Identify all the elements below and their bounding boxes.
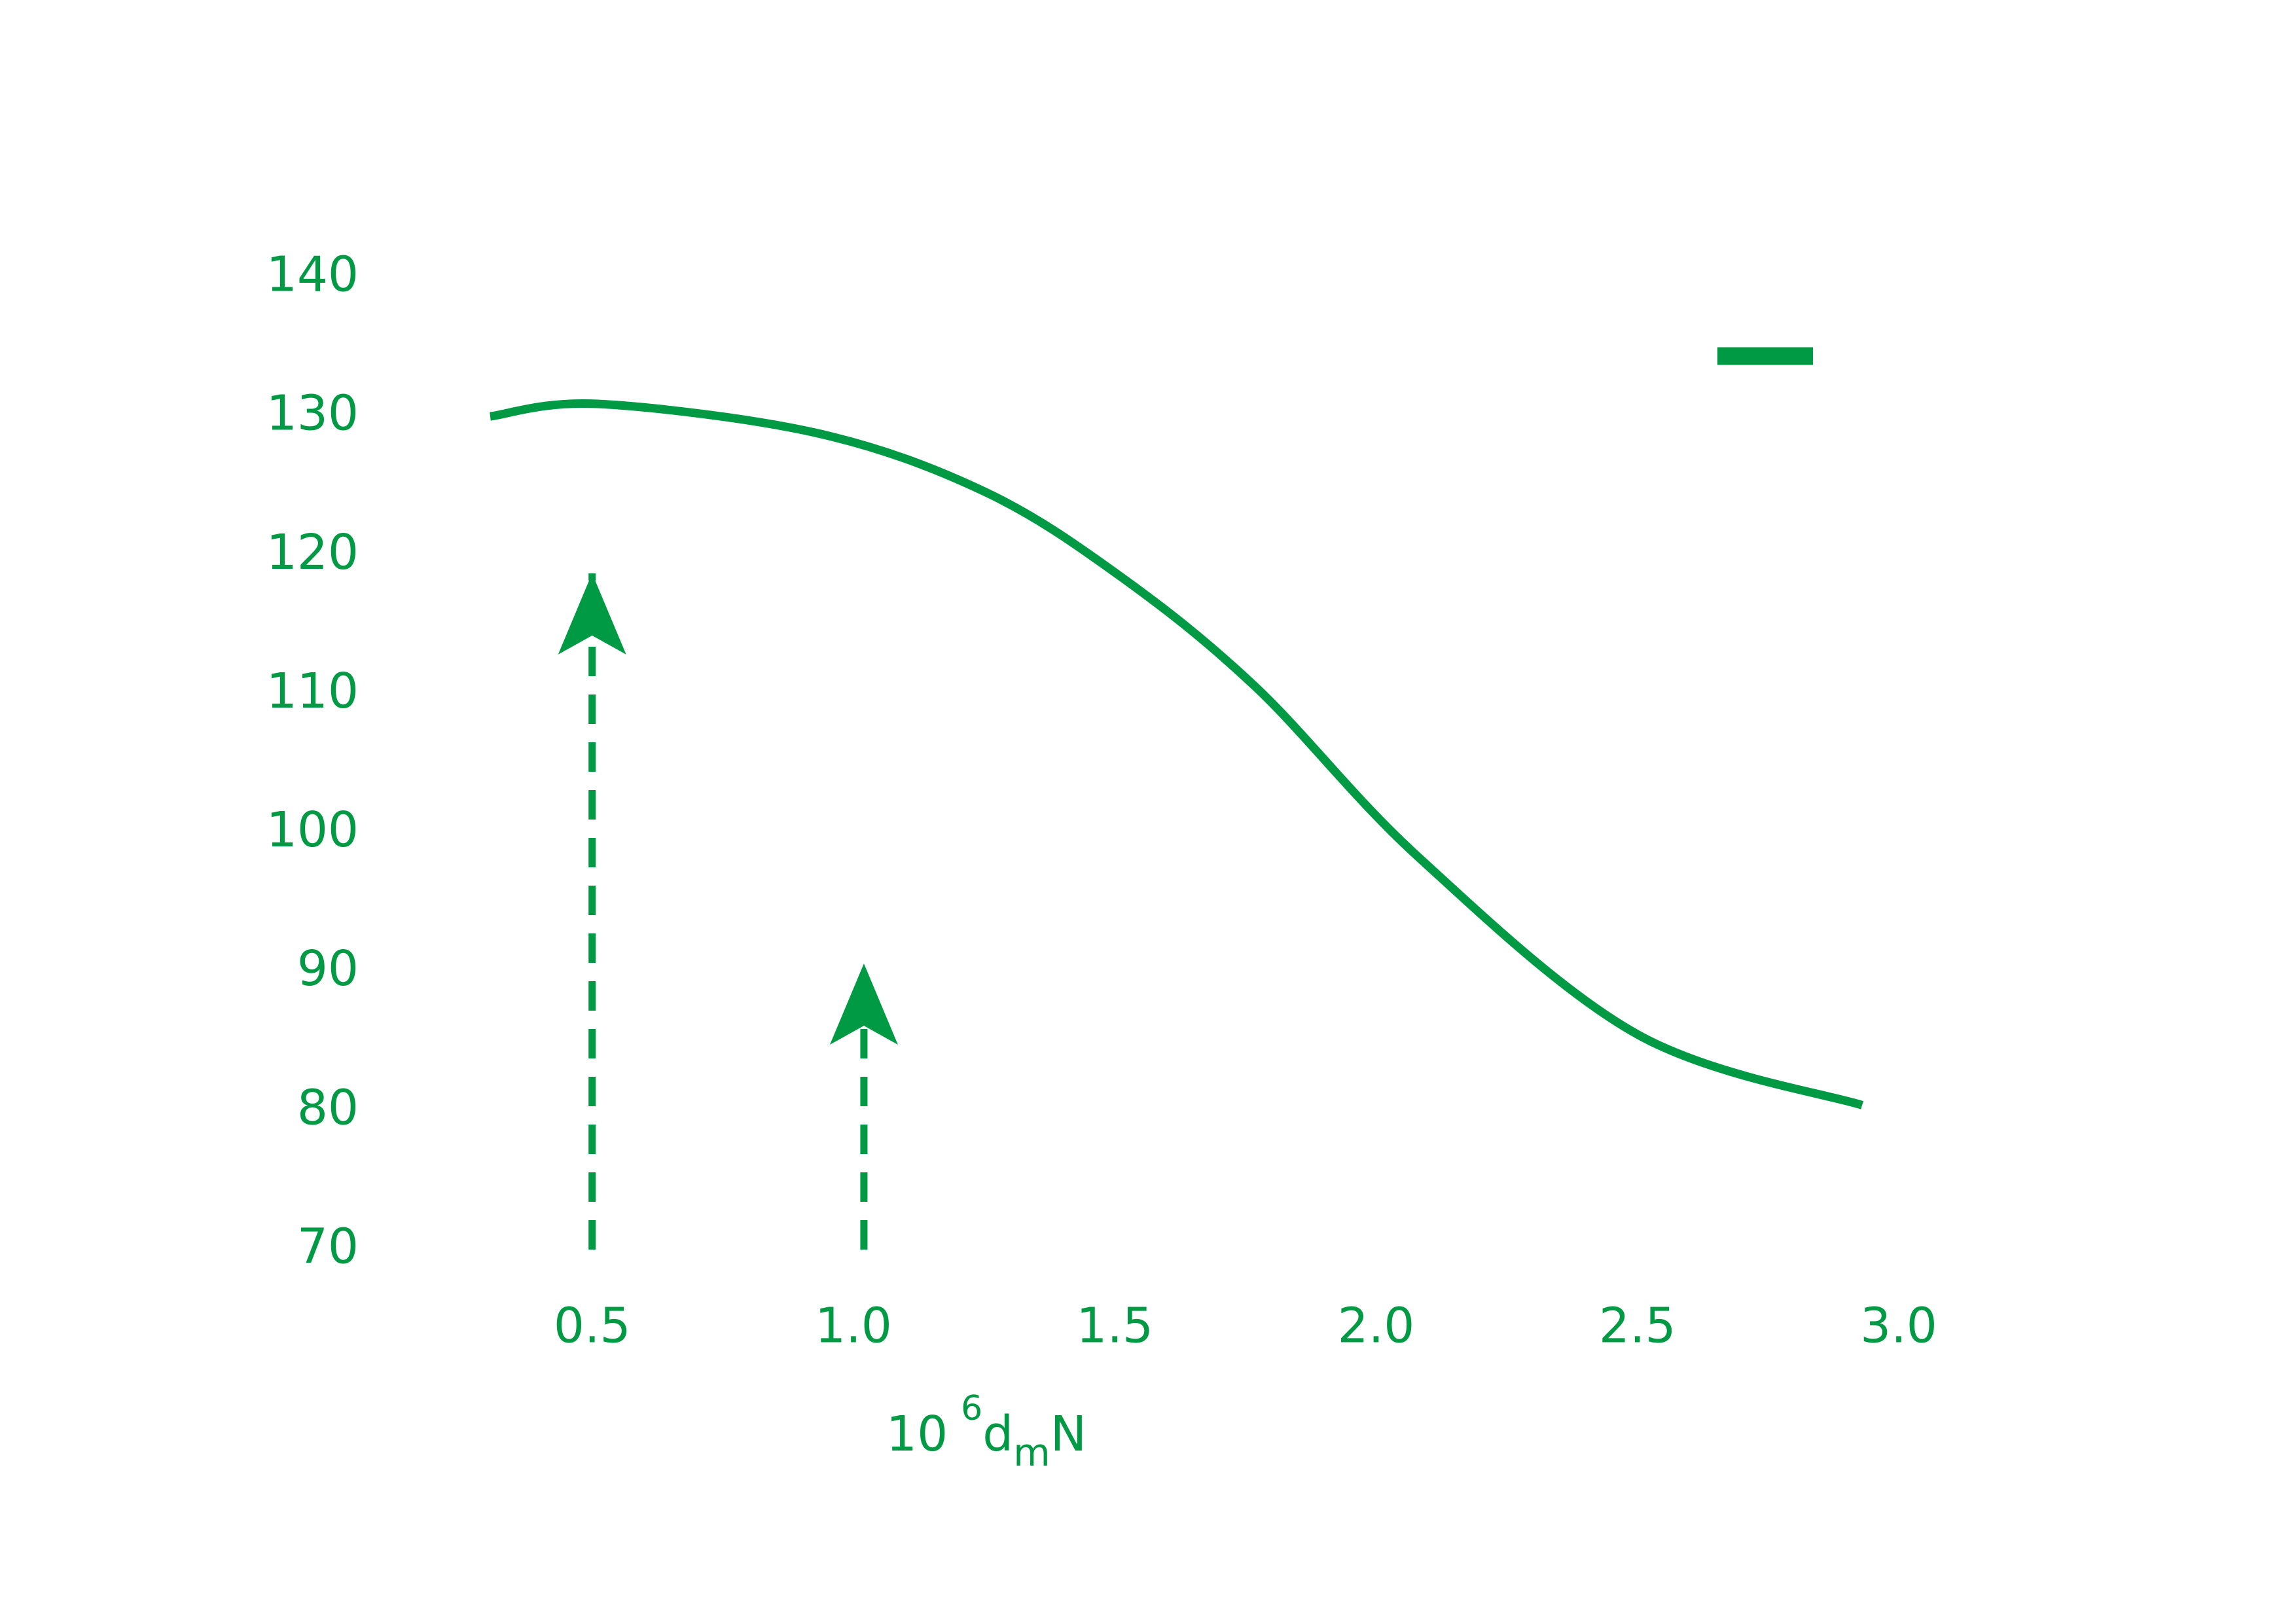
y-tick-label: 90 xyxy=(297,941,359,997)
x-axis-label: 10 6dmN xyxy=(886,1389,1086,1475)
x-tick-label: 2.0 xyxy=(1338,1298,1415,1354)
y-tick-label: 120 xyxy=(266,524,359,581)
y-tick-label: 140 xyxy=(266,247,359,303)
y-tick-label: 70 xyxy=(297,1219,359,1275)
x-tick-label: 1.5 xyxy=(1076,1298,1153,1354)
y-tick-label: 130 xyxy=(266,386,359,442)
x-label-subscript: m xyxy=(1013,1430,1050,1475)
y-tick-label: 100 xyxy=(266,802,359,858)
x-label-base: 10 xyxy=(886,1406,948,1462)
x-label-suffix: N xyxy=(1050,1406,1086,1462)
x-label-exponent: 6 xyxy=(961,1389,982,1428)
x-tick-label: 1.0 xyxy=(815,1298,892,1354)
arrow-head xyxy=(558,573,626,655)
x-tick-label: 3.0 xyxy=(1860,1298,1937,1354)
x-label-symbol: d xyxy=(982,1406,1013,1462)
arrow-head xyxy=(829,963,898,1045)
line-series xyxy=(490,399,1864,1110)
y-tick-label: 110 xyxy=(266,663,359,719)
x-tick-label: 2.5 xyxy=(1599,1298,1676,1354)
x-tick-label: 0.5 xyxy=(554,1298,631,1354)
y-tick-label: 80 xyxy=(297,1079,359,1136)
